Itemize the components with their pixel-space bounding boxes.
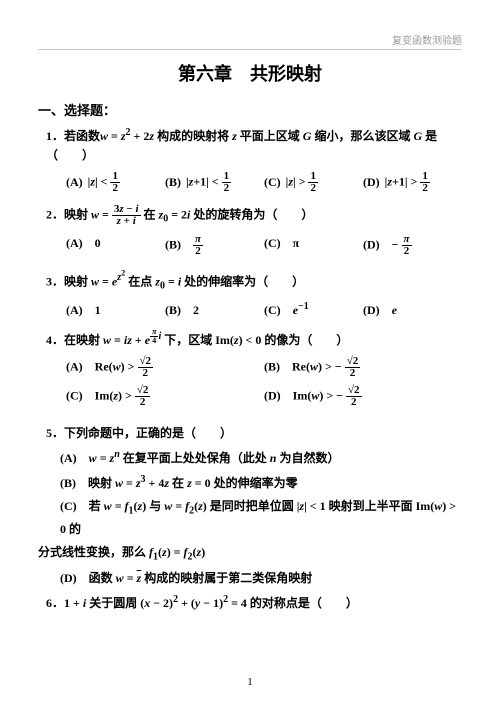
q5-cont: 分式线性变换，那么 f1(z) = f2(z) <box>38 543 462 565</box>
q5-opt-c: (C) 若 w = f1(z) 与 w = f2(z) 是同时把单位圆 |z| … <box>60 497 462 539</box>
q3-opt-c: (C) e−1 <box>264 301 363 318</box>
header-right: 复变函数测验题 <box>38 32 462 50</box>
chapter-title: 第六章共形映射 <box>38 60 462 86</box>
q3-opt-a: (A) 1 <box>66 301 165 318</box>
q3-opt-d: (D) e <box>363 301 462 318</box>
q4-opt-b: (B) Re(w) > − √22 <box>264 356 462 379</box>
page: 复变函数测验题 第六章共形映射 一、选择题： 1．若函数w = z2 + 2z … <box>0 0 500 706</box>
question-3: 3．映射 w = ez2 在点 z0 = i 处的伸缩率为（ ） <box>46 267 462 295</box>
q4-opt-d: (D) Im(w) > − √22 <box>264 385 462 408</box>
q2-opt-a: (A) 0 <box>66 234 165 257</box>
q1-opt-b: (B) |z+1| < 12 <box>165 171 264 194</box>
q1-opt-d: (D) |z+1| > 12 <box>363 171 462 194</box>
q3-opt-b: (B) 2 <box>165 301 264 318</box>
page-number: 1 <box>0 676 500 688</box>
question-1: 1．若函数w = z2 + 2z 构成的映射将 z 平面上区域 G 缩小，那么该… <box>46 125 462 165</box>
q1-options: (A) |z| < 12 (B) |z+1| < 12 (C) |z| > 12… <box>66 171 462 194</box>
question-6: 6．1 + i 关于圆周 (x − 2)2 + (y − 1)2 = 4 的对称… <box>46 592 462 613</box>
q3-options: (A) 1 (B) 2 (C) e−1 (D) e <box>66 301 462 318</box>
q5-opt-a: (A) w = zn 在复平面上处处保角（此处 n 为自然数） <box>60 447 462 468</box>
q2-options: (A) 0 (B) π2 (C) π (D) − π2 <box>66 234 462 257</box>
section-head: 一、选择题： <box>38 100 462 119</box>
q4-opt-a: (A) Re(w) > √22 <box>66 356 264 379</box>
chapter-name: 共形映射 <box>250 64 322 84</box>
question-5: 5．下列命题中，正确的是（ ） <box>46 424 462 443</box>
chapter-num: 第六章 <box>178 64 232 84</box>
q5-opt-d: (D) 函数 w = z 构成的映射属于第二类保角映射 <box>60 569 462 588</box>
q2-opt-b: (B) π2 <box>165 234 264 257</box>
q1-opt-a: (A) |z| < 12 <box>66 171 165 194</box>
q2-opt-c: (C) π <box>264 234 363 257</box>
q4-opt-c: (C) Im(z) > √22 <box>66 385 264 408</box>
q5-opt-b: (B) 映射 w = z3 + 4z 在 z = 0 处的伸缩率为零 <box>60 472 462 493</box>
question-4: 4．在映射 w = iz + eπ4i 下，区域 Im(z) < 0 的像为（ … <box>46 328 462 350</box>
q1-opt-c: (C) |z| > 12 <box>264 171 363 194</box>
q2-opt-d: (D) − π2 <box>363 234 462 257</box>
question-2: 2．映射 w = 3z − iz + i 在 z0 = 2i 处的旋转角为（ ） <box>46 204 462 228</box>
q4-options: (A) Re(w) > √22 (B) Re(w) > − √22 (C) Im… <box>66 356 462 414</box>
